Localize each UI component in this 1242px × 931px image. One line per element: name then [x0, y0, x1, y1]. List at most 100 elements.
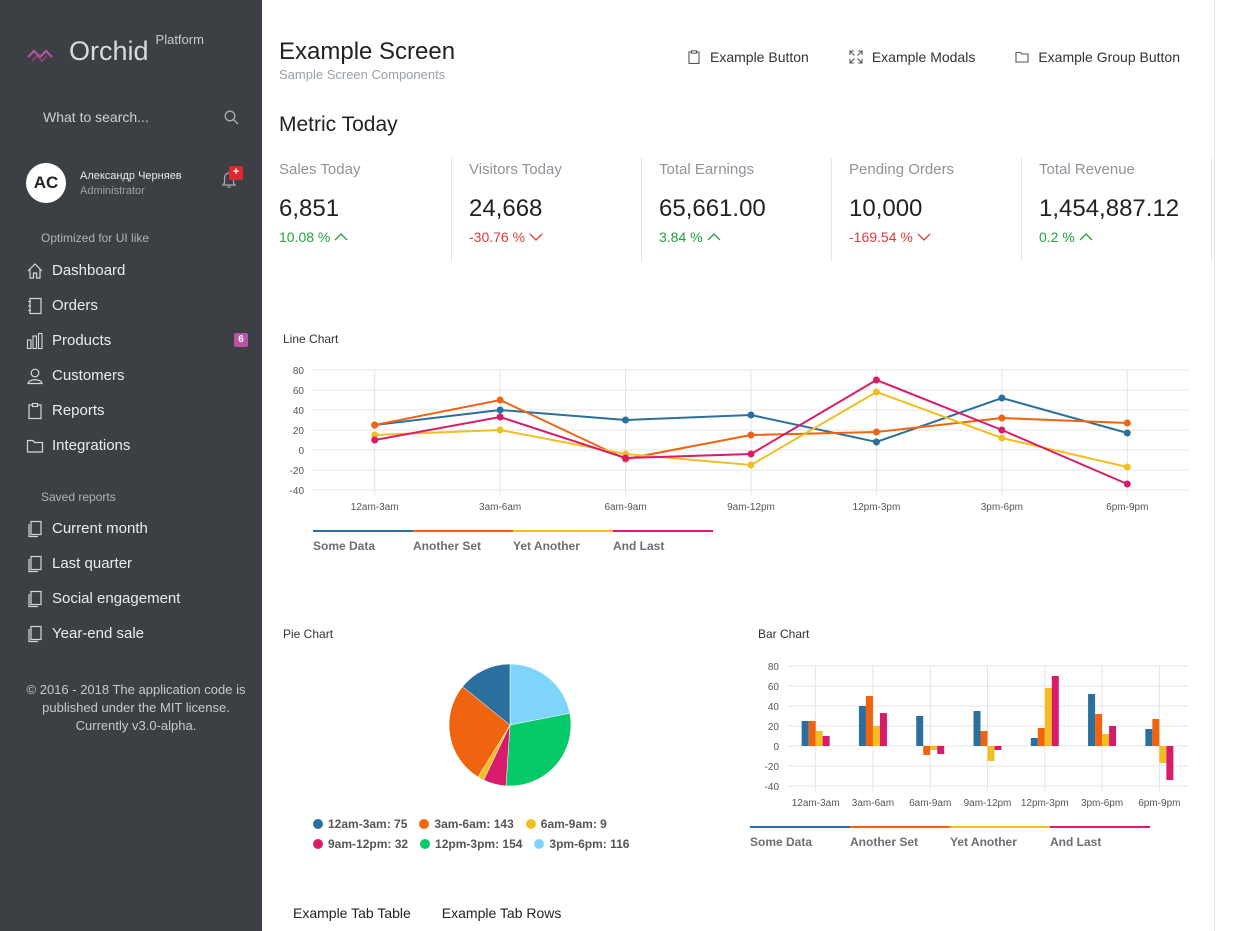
bar	[1102, 734, 1110, 746]
bar	[865, 696, 873, 746]
sidebar-item-label: Integrations	[52, 437, 131, 454]
x-tick-label: 9am-12pm	[727, 502, 775, 513]
tab-example-table[interactable]: Example Tab Table	[293, 905, 411, 921]
saved-reports-nav: Current month Last quarter Social engage…	[26, 511, 248, 651]
home-icon	[27, 262, 43, 279]
y-tick-label: 40	[293, 406, 305, 417]
sidebar-item-label: Dashboard	[52, 262, 126, 279]
saved-item-label: Last quarter	[52, 555, 133, 572]
data-point	[496, 413, 504, 421]
pie-legend-entry[interactable]: 12pm-3pm: 154	[420, 837, 522, 851]
search-icon[interactable]	[224, 110, 239, 125]
metric-card: Total Revenue 1,454,887.12 0.2 %	[1022, 158, 1212, 262]
docs-icon	[28, 590, 42, 607]
bar	[801, 721, 809, 746]
pie-legend-label: 3am-6am: 143	[434, 817, 514, 831]
bar	[1044, 688, 1052, 746]
pie-slice	[505, 713, 572, 787]
user-profile[interactable]: AC Александр Черняев Administrator +	[26, 163, 246, 203]
metric-value: 10,000	[849, 195, 923, 222]
bar	[1109, 726, 1117, 746]
pie-legend-entry[interactable]: 6am-9am: 9	[525, 817, 607, 831]
metric-value: 1,454,887.12	[1039, 195, 1180, 222]
tab-example-rows[interactable]: Example Tab Rows	[441, 905, 562, 921]
sidebar-item-reports[interactable]: Reports	[26, 393, 248, 428]
brand[interactable]: Orchid Platform	[26, 32, 204, 69]
x-tick-label: 12am-3am	[792, 798, 840, 809]
pie-legend-entry[interactable]: 3am-6am: 143	[419, 817, 514, 831]
sidebar-item-integrations[interactable]: Integrations	[26, 428, 248, 463]
metric-delta-value: 0.2 %	[1039, 229, 1075, 245]
docs-icon	[28, 555, 42, 572]
bar	[937, 746, 945, 754]
notebook-icon	[28, 297, 42, 314]
x-tick-label: 6am-9am	[604, 502, 646, 513]
sidebar-item-products[interactable]: Products 6	[26, 323, 248, 358]
bar	[916, 716, 924, 746]
data-point	[747, 450, 755, 458]
profile-name: Александр Черняев	[80, 169, 182, 182]
bar	[973, 711, 981, 746]
metrics-title: Metric Today	[279, 113, 398, 136]
bar	[808, 721, 816, 746]
sidebar-item-orders[interactable]: Orders	[26, 288, 248, 323]
brand-sub: Platform	[155, 32, 204, 47]
example-group-button[interactable]: Example Group Button	[1015, 49, 1180, 65]
pie-legend-row: 9am-12pm: 32 12pm-3pm: 154 3pm-6pm: 116	[313, 837, 653, 851]
pie-chart	[448, 663, 572, 787]
metric-value: 65,661.00	[659, 195, 766, 222]
saved-item-year-end-sale[interactable]: Year-end sale	[26, 616, 248, 651]
x-tick-label: 3am-6am	[479, 502, 521, 513]
page-subtitle: Sample Screen Components	[279, 67, 446, 82]
data-point	[998, 414, 1006, 422]
chevron-down-icon	[917, 233, 931, 241]
pie-legend-entry[interactable]: 9am-12pm: 32	[313, 837, 408, 851]
pie-legend-entry[interactable]: 12am-3am: 75	[313, 817, 407, 831]
y-tick-label: 80	[293, 366, 305, 377]
metric-delta-value: -169.54 %	[849, 229, 913, 245]
sidebar-item-dashboard[interactable]: Dashboard	[26, 253, 248, 288]
chevron-up-icon	[1079, 233, 1093, 241]
legend-label: Yet Another	[513, 539, 580, 553]
data-point	[496, 396, 504, 404]
avatar[interactable]: AC	[26, 163, 66, 203]
scroll-gutter	[1214, 0, 1242, 931]
saved-item-current-month[interactable]: Current month	[26, 511, 248, 546]
metric-label: Visitors Today	[469, 161, 562, 178]
sidebar-item-customers[interactable]: Customers	[26, 358, 248, 393]
tab-bar: Example Tab Table Example Tab Rows	[293, 905, 592, 921]
saved-item-label: Year-end sale	[52, 625, 145, 642]
bar	[1030, 738, 1038, 746]
bar	[923, 746, 931, 755]
pie-legend-entry[interactable]: 3pm-6pm: 116	[534, 837, 629, 851]
metric-label: Pending Orders	[849, 161, 955, 178]
saved-item-social-engagement[interactable]: Social engagement	[26, 581, 248, 616]
docs-icon	[28, 625, 42, 642]
section-label-main: Optimized for UI like	[41, 231, 150, 245]
pie-slice	[448, 686, 511, 778]
example-modals-button[interactable]: Example Modals	[849, 49, 975, 65]
bar	[980, 731, 988, 746]
data-point	[622, 416, 630, 424]
pie-legend-label: 12pm-3pm: 154	[435, 837, 523, 851]
data-point	[872, 376, 880, 384]
license-footer: © 2016 - 2018 The application code is pu…	[26, 682, 246, 733]
metric-card: Total Earnings 65,661.00 3.84 %	[642, 158, 832, 262]
data-point	[371, 431, 379, 439]
legend-dot	[313, 819, 323, 829]
legend-label: Another Set	[850, 835, 918, 849]
example-button[interactable]: Example Button	[687, 49, 809, 65]
sidebar-item-label: Products	[52, 332, 112, 349]
data-point	[1123, 480, 1131, 488]
pie-slice	[462, 663, 511, 726]
metric-delta-value: 3.84 %	[659, 229, 703, 245]
line-chart-title: Line Chart	[283, 332, 339, 346]
y-tick-label: 0	[773, 742, 779, 753]
bar	[879, 713, 887, 746]
search-input[interactable]	[43, 109, 203, 125]
x-tick-label: 9am-12pm	[964, 798, 1012, 809]
metric-delta-value: 10.08 %	[279, 229, 331, 245]
saved-item-last-quarter[interactable]: Last quarter	[26, 546, 248, 581]
data-point	[496, 406, 504, 414]
data-point	[747, 461, 755, 469]
